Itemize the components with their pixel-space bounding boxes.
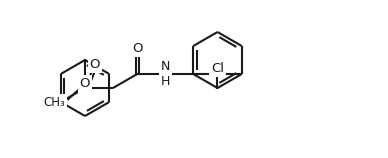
Text: S: S xyxy=(80,80,90,95)
Text: O: O xyxy=(132,42,142,55)
Text: O: O xyxy=(80,77,90,90)
Text: N
H: N H xyxy=(161,60,170,88)
Text: Cl: Cl xyxy=(211,62,224,75)
Text: CH₃: CH₃ xyxy=(43,96,65,109)
Text: O: O xyxy=(90,58,100,71)
